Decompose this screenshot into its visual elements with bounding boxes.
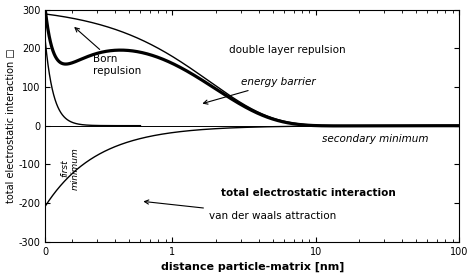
Y-axis label: total electrostatic interaction □: total electrostatic interaction □ <box>6 48 16 203</box>
Text: secondary minimum: secondary minimum <box>322 134 428 144</box>
Text: energy barrier: energy barrier <box>203 77 315 104</box>
Text: Born
repulsion: Born repulsion <box>75 28 141 76</box>
Text: total electrostatic interaction: total electrostatic interaction <box>221 188 396 198</box>
X-axis label: distance particle-matrix [nm]: distance particle-matrix [nm] <box>161 262 344 272</box>
Text: van der waals attraction: van der waals attraction <box>145 200 336 220</box>
Text: first
minimum: first minimum <box>61 147 80 190</box>
Text: double layer repulsion: double layer repulsion <box>229 45 346 55</box>
